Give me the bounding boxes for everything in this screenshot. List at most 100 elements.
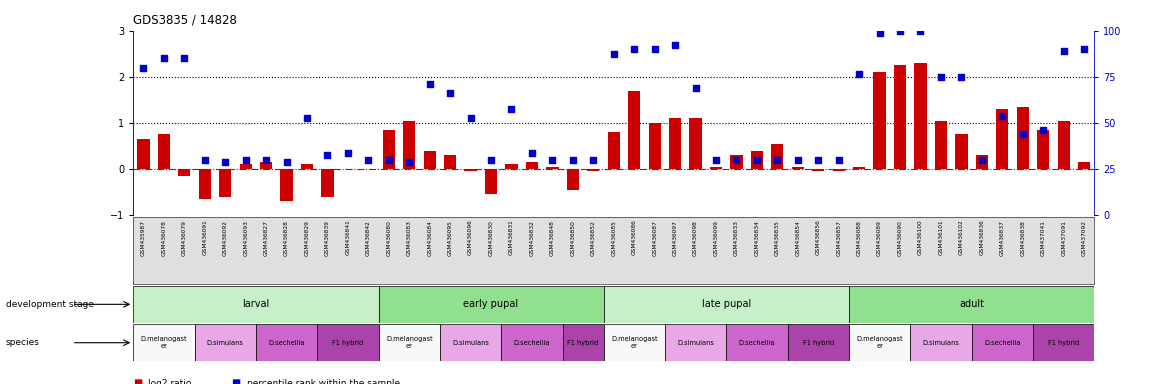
Point (175, 55, 193, 61)
Bar (915, 63, 926, 169)
Text: GSM436085: GSM436085 (611, 220, 616, 255)
Point (604, 51, 623, 57)
Point (461, 115, 479, 121)
Text: GSM436836: GSM436836 (980, 220, 984, 255)
Text: D.simulans: D.simulans (452, 340, 489, 346)
Point (727, 157, 746, 163)
Bar (219, 169, 232, 197)
Text: GSM436848: GSM436848 (550, 220, 555, 255)
Bar (750, 151, 763, 169)
Bar (955, 134, 968, 169)
Point (932, 74, 951, 80)
Text: D.melanogast
er: D.melanogast er (386, 336, 433, 349)
Bar (976, 155, 988, 169)
Bar (199, 169, 211, 199)
Point (420, 81, 439, 87)
Bar (424, 151, 435, 169)
Text: GSM436831: GSM436831 (510, 220, 514, 255)
Text: GSM436102: GSM436102 (959, 220, 963, 255)
Bar (894, 65, 907, 169)
Text: GSM436096: GSM436096 (468, 220, 474, 255)
Point (809, 157, 828, 163)
Text: GSM436098: GSM436098 (692, 220, 698, 255)
Bar (138, 139, 149, 169)
Text: adult: adult (959, 299, 984, 310)
Bar (547, 167, 558, 169)
Point (257, 157, 276, 163)
Bar (317, 324, 379, 361)
Text: GSM436834: GSM436834 (754, 220, 760, 255)
Point (318, 152, 337, 158)
Bar (157, 134, 170, 169)
Text: GSM436088: GSM436088 (857, 220, 862, 255)
Text: GSM436083: GSM436083 (406, 220, 412, 255)
Bar (726, 324, 787, 361)
Point (522, 150, 541, 156)
Text: GSM436837: GSM436837 (999, 220, 1005, 255)
Bar (648, 123, 661, 169)
Bar (464, 169, 477, 171)
Point (1055, 48, 1073, 55)
Text: D.melanogast
er: D.melanogast er (611, 336, 658, 349)
Text: GSM437092: GSM437092 (1082, 220, 1086, 256)
Text: D.sechellia: D.sechellia (739, 340, 775, 346)
Text: F1 hybrid: F1 hybrid (1048, 340, 1079, 346)
Bar (731, 155, 742, 169)
Bar (792, 167, 804, 169)
Point (871, 30, 889, 36)
Bar (1038, 130, 1049, 169)
Text: GSM436091: GSM436091 (203, 220, 207, 255)
Bar (379, 324, 440, 361)
Bar (195, 324, 256, 361)
Bar (566, 169, 579, 190)
Bar (563, 324, 603, 361)
Text: D.sechellia: D.sechellia (514, 340, 550, 346)
Bar (440, 324, 501, 361)
Text: GSM436832: GSM436832 (529, 220, 535, 255)
Text: GSM436852: GSM436852 (591, 220, 595, 255)
Point (666, 41, 684, 48)
Text: D.sechellia: D.sechellia (984, 340, 1020, 346)
Point (706, 157, 725, 163)
Text: ■: ■ (133, 378, 142, 384)
Text: F1 hybrid: F1 hybrid (332, 340, 364, 346)
Bar (689, 118, 702, 169)
Bar (256, 324, 317, 361)
Text: early pupal: early pupal (463, 299, 519, 310)
Bar (1078, 162, 1090, 169)
Bar (382, 130, 395, 169)
Text: GSM436856: GSM436856 (815, 220, 821, 255)
Text: GSM435987: GSM435987 (141, 220, 146, 256)
Text: development stage: development stage (6, 300, 94, 309)
Point (789, 157, 807, 163)
Bar (935, 121, 947, 169)
Point (380, 157, 398, 163)
Text: GSM436101: GSM436101 (938, 220, 944, 255)
Text: F1 hybrid: F1 hybrid (802, 340, 834, 346)
Text: GSM436827: GSM436827 (264, 220, 269, 255)
Bar (628, 91, 640, 169)
Point (482, 157, 500, 163)
Text: GSM436841: GSM436841 (345, 220, 351, 255)
Bar (833, 169, 845, 171)
Point (1075, 46, 1093, 52)
Bar (996, 109, 1009, 169)
Text: GSM436084: GSM436084 (427, 220, 432, 255)
Text: GSM436835: GSM436835 (775, 220, 779, 255)
Bar (501, 324, 563, 361)
Point (829, 157, 848, 163)
Point (994, 113, 1012, 119)
Text: percentile rank within the sample: percentile rank within the sample (247, 379, 400, 384)
Text: GSM437091: GSM437091 (1061, 220, 1067, 255)
Point (543, 157, 562, 163)
Point (1034, 127, 1053, 133)
Bar (849, 286, 1094, 323)
Text: GSM436838: GSM436838 (1020, 220, 1025, 255)
Text: GSM436092: GSM436092 (222, 220, 228, 255)
Text: D.melanogast
er: D.melanogast er (140, 336, 188, 349)
Text: D.simulans: D.simulans (923, 340, 959, 346)
Text: GSM436086: GSM436086 (632, 220, 637, 255)
Bar (240, 164, 251, 169)
Point (503, 106, 521, 112)
Bar (972, 324, 1033, 361)
